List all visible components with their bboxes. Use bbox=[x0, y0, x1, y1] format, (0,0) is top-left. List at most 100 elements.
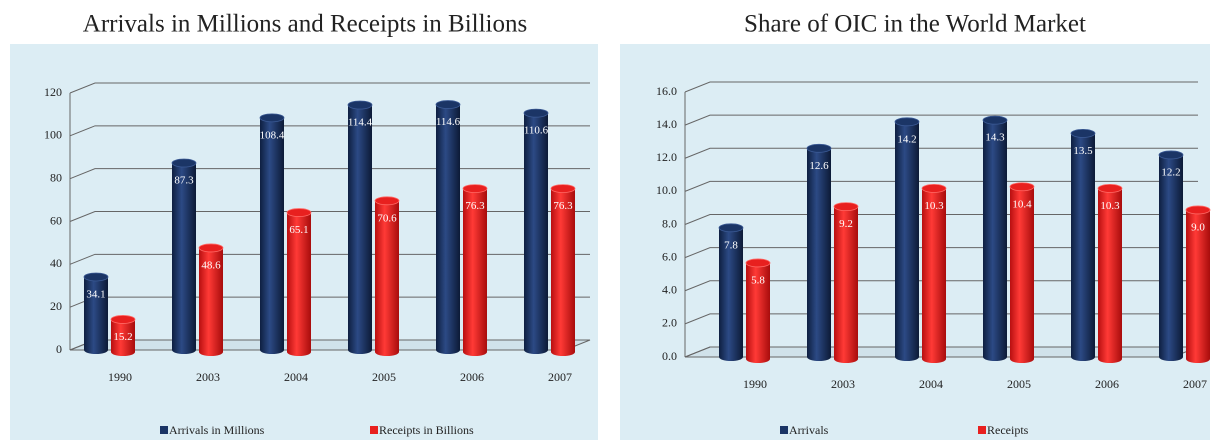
y-tick-label: 10.0 bbox=[656, 183, 677, 197]
value-label: 76.3 bbox=[553, 200, 573, 212]
bar bbox=[111, 319, 135, 352]
bar bbox=[551, 188, 575, 352]
bar-base bbox=[551, 348, 575, 356]
bar-top bbox=[550, 184, 576, 193]
bar bbox=[719, 227, 743, 357]
bar-base bbox=[1159, 353, 1183, 361]
value-label: 12.2 bbox=[1161, 166, 1180, 178]
y-tick-label: 2.0 bbox=[662, 316, 677, 330]
grid-line bbox=[684, 313, 1198, 325]
value-label: 13.5 bbox=[1073, 145, 1093, 157]
bar-base bbox=[1071, 353, 1095, 361]
bar-base bbox=[922, 355, 946, 363]
y-tick-label: 40 bbox=[50, 256, 62, 270]
bar bbox=[524, 113, 548, 350]
bar-top bbox=[374, 196, 400, 206]
bar-top bbox=[462, 184, 488, 193]
y-tick-label: 4.0 bbox=[662, 283, 677, 297]
legend-label: Receipts bbox=[987, 423, 1029, 437]
bar-top bbox=[523, 108, 549, 118]
x-tick-label: 2007 bbox=[1183, 377, 1207, 391]
bar-base bbox=[1186, 355, 1210, 363]
bar-base bbox=[719, 353, 743, 361]
bar-base bbox=[1010, 355, 1034, 363]
grid-line bbox=[684, 147, 1198, 159]
x-tick-label: 2007 bbox=[548, 370, 572, 384]
x-tick-label: 2006 bbox=[1095, 377, 1119, 391]
bar bbox=[1159, 154, 1183, 357]
bar-top bbox=[921, 184, 947, 193]
value-label: 10.3 bbox=[1100, 200, 1120, 212]
bar-base bbox=[746, 355, 770, 363]
bar-base bbox=[199, 348, 223, 356]
y-tick-label: 6.0 bbox=[662, 249, 677, 263]
x-tick-label: 2003 bbox=[831, 377, 855, 391]
x-tick-label: 2004 bbox=[284, 370, 308, 384]
value-label: 9.2 bbox=[839, 218, 853, 230]
grid-line bbox=[684, 247, 1198, 259]
bar bbox=[983, 120, 1007, 357]
bar bbox=[807, 148, 831, 357]
value-label: 114.4 bbox=[348, 117, 373, 129]
value-label: 114.6 bbox=[436, 116, 461, 128]
bar-base bbox=[84, 346, 108, 354]
bar-base bbox=[111, 348, 135, 356]
value-label: 108.4 bbox=[260, 129, 285, 141]
bar bbox=[436, 104, 460, 350]
chart-title: Arrivals in Millions and Receipts in Bil… bbox=[83, 11, 527, 38]
value-label: 14.3 bbox=[985, 132, 1005, 144]
value-label: 34.1 bbox=[86, 289, 105, 301]
bar bbox=[1010, 186, 1034, 359]
value-label: 9.0 bbox=[1191, 221, 1205, 233]
bar bbox=[84, 276, 108, 350]
bar-top bbox=[806, 143, 832, 153]
bar-base bbox=[524, 346, 548, 354]
grid-line bbox=[69, 82, 590, 94]
legend-swatch bbox=[978, 426, 986, 434]
bar-top bbox=[718, 223, 744, 233]
bar-top bbox=[833, 202, 859, 212]
x-tick-label: 2005 bbox=[372, 370, 396, 384]
value-label: 70.6 bbox=[377, 212, 397, 224]
bar-base bbox=[436, 346, 460, 354]
bar-top bbox=[83, 272, 109, 282]
y-tick-label: 0.0 bbox=[662, 349, 677, 363]
grid-line bbox=[684, 214, 1198, 225]
bar-top bbox=[1185, 205, 1211, 215]
y-tick-label: 80 bbox=[50, 170, 62, 184]
floor bbox=[69, 339, 591, 351]
value-label: 48.6 bbox=[201, 259, 221, 271]
value-label: 7.8 bbox=[724, 239, 738, 251]
bar-top bbox=[110, 315, 136, 324]
bar bbox=[348, 104, 372, 350]
bar-top bbox=[1070, 129, 1096, 138]
value-label: 12.6 bbox=[809, 160, 829, 172]
x-tick-label: 1990 bbox=[108, 370, 132, 384]
legend-swatch bbox=[160, 426, 168, 434]
legend-swatch bbox=[370, 426, 378, 434]
y-tick-label: 120 bbox=[44, 85, 62, 99]
value-label: 76.3 bbox=[465, 200, 485, 212]
value-label: 87.3 bbox=[174, 175, 194, 187]
bar bbox=[922, 188, 946, 359]
value-label: 14.2 bbox=[897, 133, 916, 145]
legend-label: Arrivals in Millions bbox=[169, 423, 265, 437]
bar bbox=[463, 188, 487, 352]
grid-line bbox=[69, 168, 590, 180]
bar bbox=[895, 121, 919, 357]
x-tick-label: 2006 bbox=[460, 370, 484, 384]
x-tick-label: 2003 bbox=[196, 370, 220, 384]
bar-top bbox=[286, 208, 312, 217]
y-tick-label: 16.0 bbox=[656, 84, 677, 98]
bar-top bbox=[982, 115, 1008, 125]
legend-label: Arrivals bbox=[789, 423, 829, 437]
grid-line bbox=[69, 253, 590, 265]
bar-base bbox=[834, 355, 858, 363]
bar bbox=[1071, 133, 1095, 357]
bar-top bbox=[259, 113, 285, 123]
bar-top bbox=[435, 100, 461, 109]
bar-base bbox=[1098, 355, 1122, 363]
x-tick-label: 2004 bbox=[919, 377, 943, 391]
